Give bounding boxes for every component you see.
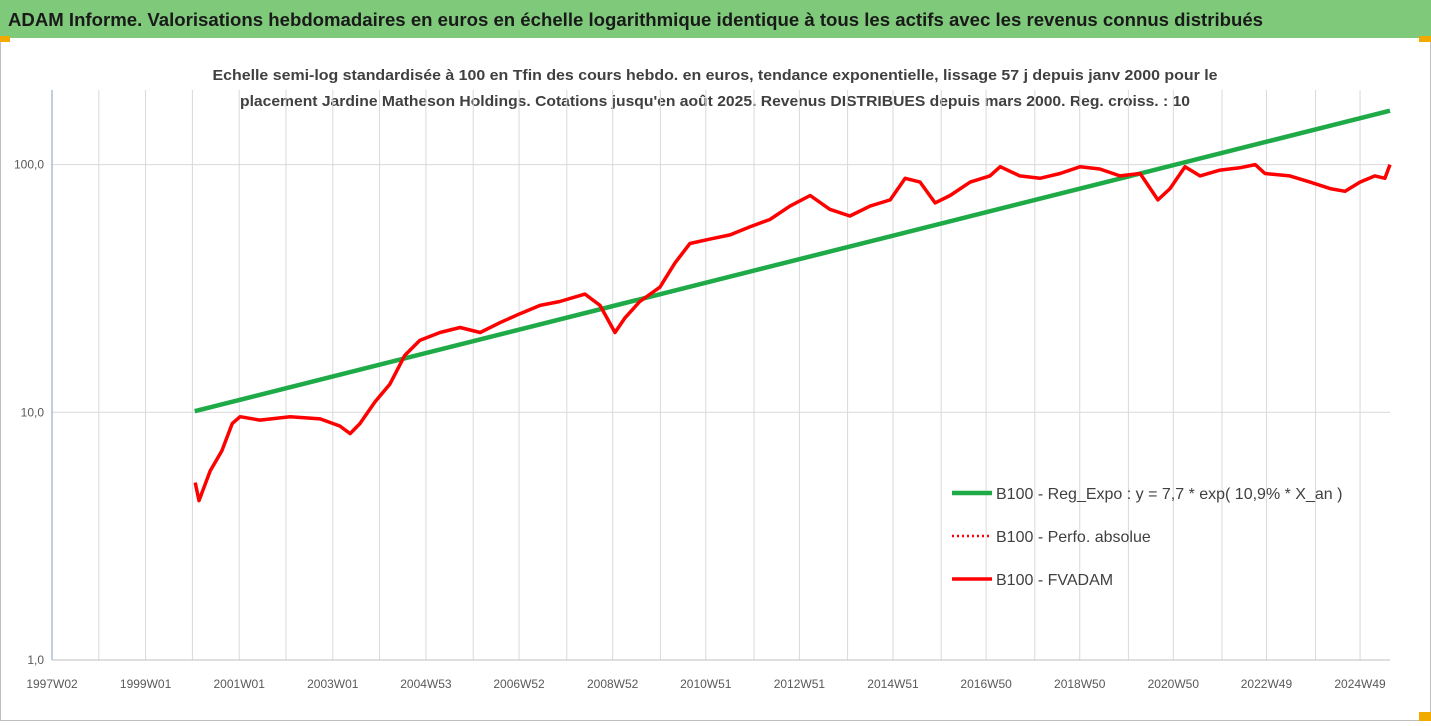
- x-tick-label: 2001W01: [214, 677, 266, 691]
- plot-area: [193, 108, 1392, 503]
- x-tick-label: 2004W53: [400, 677, 452, 691]
- x-tick-label: 2020W50: [1148, 677, 1200, 691]
- x-tick-label: 2010W51: [680, 677, 732, 691]
- header-bar: [0, 0, 1431, 38]
- series-line: [194, 108, 1391, 414]
- series-line: [193, 162, 1392, 503]
- x-tick-label: 2003W01: [307, 677, 359, 691]
- legend-label: B100 - Reg_Expo : y = 7,7 * exp( 10,9% *…: [996, 486, 1342, 503]
- x-tick-label: 2024W49: [1334, 677, 1386, 691]
- y-tick-label: 100,0: [14, 158, 44, 172]
- x-tick-label: 2012W51: [774, 677, 826, 691]
- y-tick-label: 1,0: [27, 653, 44, 667]
- corner-mark: [0, 36, 10, 42]
- x-tick-label: 1997W02: [26, 677, 78, 691]
- corner-mark: [1419, 36, 1431, 42]
- x-tick-label: 2016W50: [960, 677, 1012, 691]
- x-tick-label: 2018W50: [1054, 677, 1106, 691]
- x-tick-label: 2006W52: [493, 677, 545, 691]
- y-tick-label: 10,0: [21, 405, 45, 419]
- x-tick-label: 2022W49: [1241, 677, 1293, 691]
- legend: B100 - Reg_Expo : y = 7,7 * exp( 10,9% *…: [952, 486, 1342, 589]
- x-tick-label: 2008W52: [587, 677, 639, 691]
- chart-title: ADAM Informe. Valorisations hebdomadaire…: [8, 10, 1263, 30]
- x-tick-label: 2014W51: [867, 677, 919, 691]
- legend-label: B100 - FVADAM: [996, 572, 1113, 589]
- legend-label: B100 - Perfo. absolue: [996, 529, 1151, 546]
- chart-subtitle: placement Jardine Matheson Holdings. Cot…: [240, 93, 1190, 110]
- chart-subtitle: Echelle semi-log standardisée à 100 en T…: [213, 67, 1218, 84]
- corner-mark: [1419, 712, 1431, 721]
- x-tick-label: 1999W01: [120, 677, 172, 691]
